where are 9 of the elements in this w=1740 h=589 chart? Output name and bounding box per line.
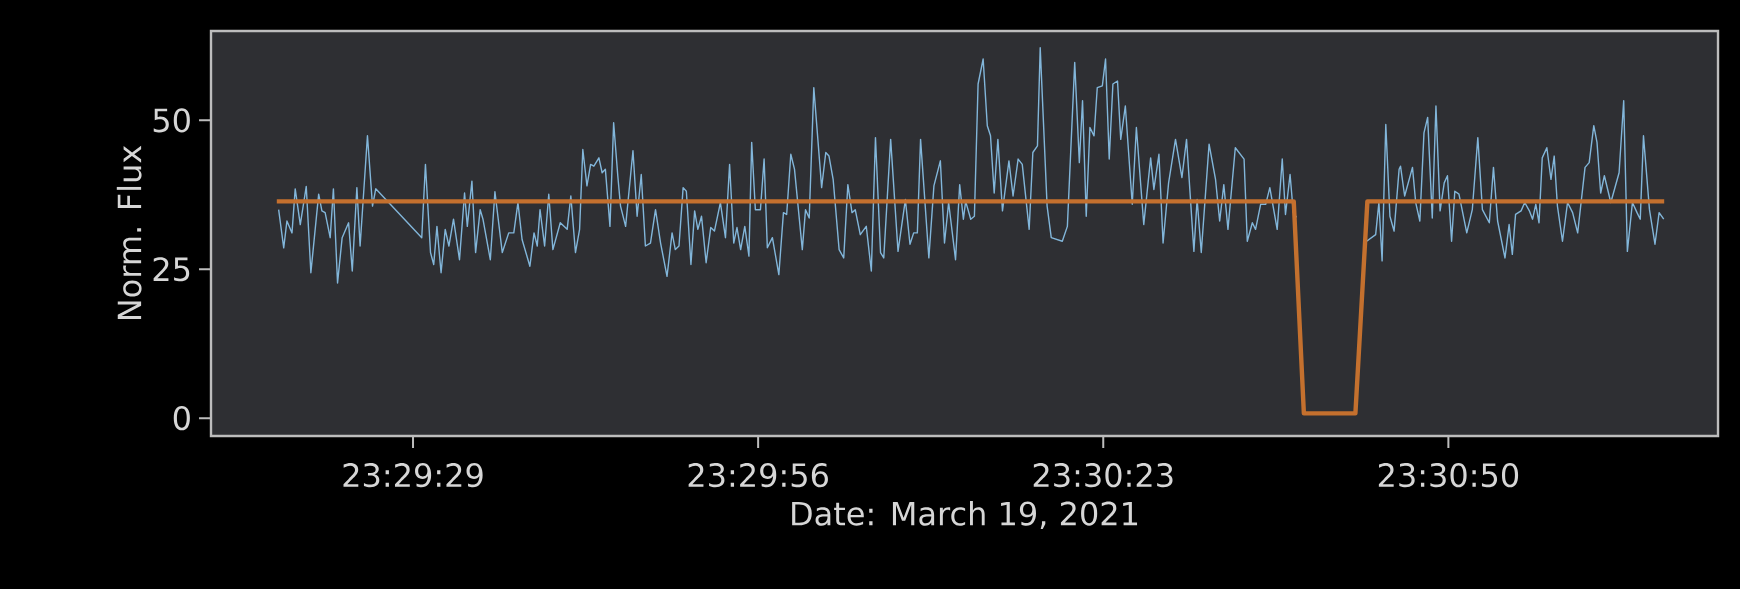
- x-axis-title: Date: March 19, 2021: [792, 500, 1138, 529]
- x-tick-label: 23:30:23: [1033, 463, 1173, 488]
- y-tick-label: 50: [153, 108, 190, 133]
- y-tick-label: 25: [153, 257, 190, 282]
- x-tick-label: 23:30:50: [1378, 463, 1519, 488]
- x-tick-label: 23:29:56: [688, 463, 828, 488]
- y-tick-label: 0: [173, 406, 190, 431]
- x-tick-label: 23:29:29: [343, 463, 483, 488]
- y-axis-title: Norm. Flux: [116, 145, 142, 320]
